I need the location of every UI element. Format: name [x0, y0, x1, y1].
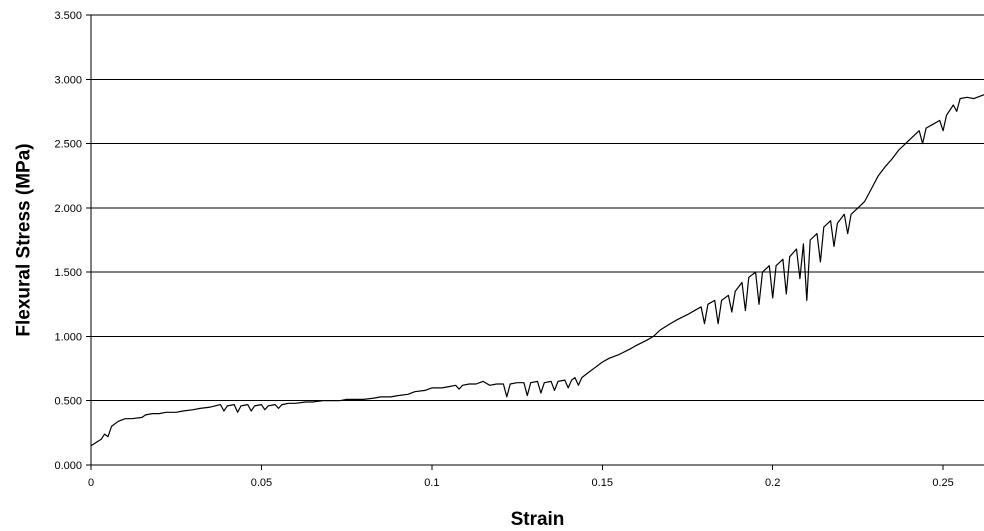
y-tick-label: 3.500: [54, 10, 82, 22]
y-tick-label: 0.500: [54, 396, 82, 408]
axes: [90, 15, 984, 466]
gridlines: [91, 14, 984, 402]
y-tick-label: 1.000: [54, 331, 82, 343]
x-tick-label: 0.2: [765, 477, 780, 489]
y-tick-label: 2.000: [54, 203, 82, 215]
x-tick-label: 0.15: [592, 477, 613, 489]
x-tick-label: 0.05: [251, 477, 272, 489]
tick-labels: 0.000 0.500 1.000 1.500 2.000 2.500 3.000 3.500…: [54, 10, 953, 489]
x-tick-label: 0: [88, 477, 94, 489]
series-layer: [90, 94, 984, 447]
tick-marks: [86, 14, 944, 470]
y-axis-title: Flexural Stress (MPa): [14, 143, 35, 336]
y-tick-label: 3.000: [54, 74, 82, 86]
y-tick-label: 0.000: [54, 460, 82, 472]
y-tick-label: 1.500: [54, 267, 82, 279]
x-tick-label: 0.1: [424, 477, 439, 489]
x-axis-title: Strain: [511, 509, 565, 530]
y-tick-label: 2.500: [54, 139, 82, 151]
x-tick-label: 0.25: [932, 477, 953, 489]
series-line: [90, 94, 984, 447]
